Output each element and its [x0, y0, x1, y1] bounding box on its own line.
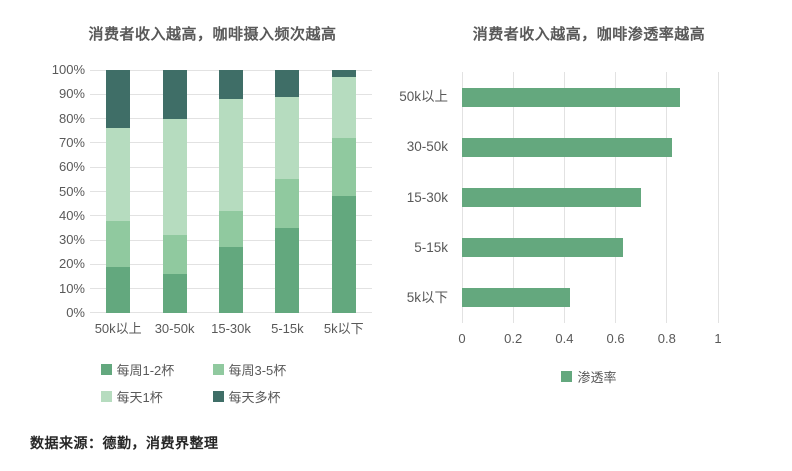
- stacked-bar-segment: [106, 128, 131, 221]
- penetration-bar: [462, 238, 624, 258]
- x-axis-category-label: 50k以上: [94, 321, 142, 336]
- x-axis-tick-label: 0: [458, 331, 466, 346]
- legend-label: 每周3-5杯: [228, 363, 287, 378]
- y-axis-category-label: 5-15k: [414, 239, 448, 255]
- x-axis-tick-label: 0.2: [504, 331, 523, 346]
- stacked-bar-segment: [162, 118, 187, 236]
- frequency-legend: 每周1-2杯 每周3-5杯每天1杯 每天多杯: [30, 360, 395, 406]
- stacked-bar-segment: [275, 70, 300, 97]
- x-axis-tick-label: 0.8: [657, 331, 676, 346]
- x-axis-category-label: 5-15k: [271, 321, 304, 336]
- y-axis-tick-label: 70%: [58, 134, 85, 150]
- legend-label: 每周1-2杯: [116, 363, 175, 378]
- y-axis-tick-label: 60%: [58, 159, 85, 175]
- y-axis-tick-label: 20%: [58, 256, 85, 272]
- gridline: [666, 72, 668, 323]
- penetration-chart-title: 消费者收入越高，咖啡渗透率越高: [472, 26, 706, 43]
- penetration-plot-area: [461, 72, 762, 323]
- stacked-bar-segment: [331, 70, 356, 78]
- stacked-bar-segment: [331, 138, 356, 197]
- penetration-x-axis: 0 0.2 0.4 0.6 0.8 1: [458, 330, 762, 350]
- stacked-bar-segment: [219, 247, 243, 313]
- y-axis-tick-label: 40%: [58, 207, 85, 223]
- frequency-chart-title: 消费者收入越高，咖啡摄入频次越高: [88, 26, 337, 43]
- y-axis-category-label: 30-50k: [406, 139, 448, 155]
- legend-color-swatch: [100, 391, 112, 402]
- penetration-legend: 渗透率: [398, 367, 780, 386]
- x-axis-tick-label: 0.4: [555, 331, 574, 346]
- y-axis-tick-label: 0%: [66, 305, 85, 320]
- legend-item: 渗透率: [561, 367, 617, 386]
- penetration-bar: [462, 87, 680, 107]
- stacked-bar-segment: [106, 70, 131, 129]
- frequency-chart: 消费者收入越高，咖啡摄入频次越高 0% 10% 20% 30% 40% 50% 60% 70%…: [30, 15, 395, 425]
- frequency-plot: 0% 10% 20% 30% 40% 50% 60% 70% 80% 90% 100% 50k以上 3…: [30, 62, 395, 350]
- stacked-bar-segment: [219, 210, 243, 248]
- gridline: [717, 72, 719, 323]
- y-axis-tick-label: 100%: [51, 62, 85, 77]
- legend-color-swatch: [212, 364, 224, 375]
- legend-label: 每天多杯: [228, 390, 281, 405]
- x-axis-category-label: 5k以下: [323, 321, 364, 336]
- penetration-y-axis: 50k以上 30-50k 15-30k 5-15k 5k以下: [398, 72, 454, 323]
- legend-color-swatch: [100, 364, 112, 375]
- penetration-bar: [462, 288, 570, 308]
- frequency-x-axis: 50k以上 30-50k 15-30k 5-15k 5k以下: [90, 320, 372, 340]
- legend-color-swatch: [561, 371, 573, 382]
- legend-item: 每天1杯: [100, 387, 213, 406]
- legend-item: 每周1-2杯: [100, 360, 213, 379]
- y-axis-tick-label: 50%: [58, 183, 85, 199]
- stacked-bar-segment: [275, 179, 300, 228]
- frequency-plot-area: [90, 70, 372, 313]
- stacked-bar-segment: [219, 99, 243, 211]
- stacked-bar-segment: [275, 227, 300, 313]
- x-axis-tick-label: 1: [714, 331, 722, 346]
- stacked-bar-segment: [275, 96, 300, 180]
- data-source-note: 数据来源：德勤，消费界整理: [30, 435, 219, 451]
- stacked-bar-segment: [106, 220, 131, 267]
- penetration-bar: [462, 137, 672, 157]
- y-axis-tick-label: 90%: [58, 86, 85, 102]
- legend-label: 渗透率: [577, 370, 617, 385]
- stacked-bar-segment: [106, 266, 131, 313]
- frequency-y-axis: 0% 10% 20% 30% 40% 50% 60% 70% 80% 90% 100%: [30, 62, 85, 320]
- legend-item: 每周3-5杯: [212, 360, 325, 379]
- legend-item: 每天多杯: [212, 387, 325, 406]
- stacked-bar-segment: [331, 77, 356, 139]
- x-axis-category-label: 15-30k: [211, 321, 251, 336]
- y-axis-tick-label: 30%: [58, 232, 85, 248]
- stacked-bar-segment: [162, 235, 187, 275]
- penetration-plot: 50k以上 30-50k 15-30k 5-15k 5k以下 0 0.2 0.4 0.6 0.8…: [398, 72, 780, 367]
- penetration-bar: [462, 188, 642, 207]
- legend-label: 每天1杯: [116, 390, 163, 405]
- stacked-bar-segment: [162, 70, 187, 119]
- y-axis-tick-label: 80%: [58, 110, 85, 126]
- y-axis-category-label: 5k以下: [406, 289, 448, 305]
- stacked-bar-segment: [162, 274, 187, 313]
- x-axis-tick-label: 0.6: [606, 331, 625, 346]
- y-axis-category-label: 15-30k: [406, 189, 448, 205]
- stacked-bar-segment: [219, 70, 243, 100]
- y-axis-tick-label: 10%: [58, 280, 85, 296]
- x-axis-category-label: 30-50k: [154, 321, 195, 336]
- legend-color-swatch: [212, 391, 224, 402]
- stacked-bar-segment: [331, 196, 356, 313]
- y-axis-category-label: 50k以上: [399, 89, 448, 105]
- penetration-chart: 消费者收入越高，咖啡渗透率越高 50k以上 30-50k 15-30k 5-15k 5k…: [398, 15, 780, 425]
